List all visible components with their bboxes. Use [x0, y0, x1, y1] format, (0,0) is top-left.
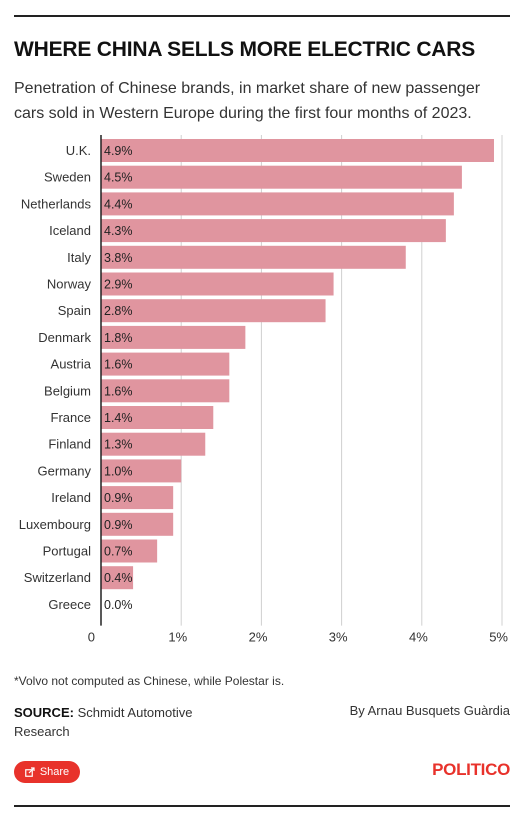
- bar-switzerland: [101, 566, 134, 590]
- value-label: 2.9%: [104, 278, 133, 292]
- bar-luxembourg: [101, 512, 174, 536]
- value-label: 0.9%: [104, 491, 133, 505]
- category-label: Germany: [38, 463, 92, 478]
- category-label: Austria: [51, 357, 92, 372]
- bar-netherlands: [101, 192, 454, 216]
- category-label: Greece: [48, 597, 91, 612]
- bar-spain: [101, 299, 326, 323]
- value-label: 4.4%: [104, 197, 133, 211]
- x-tick-label: 5%: [489, 630, 508, 645]
- bar-ireland: [101, 486, 174, 510]
- bar-belgium: [101, 379, 230, 403]
- value-label: 1.6%: [104, 358, 133, 372]
- bar-iceland: [101, 219, 446, 243]
- axes: 0 1% 2% 3% 4% 5%: [88, 135, 508, 645]
- value-label: 1.6%: [104, 384, 133, 398]
- bar-finland: [101, 432, 206, 456]
- value-label: 0.7%: [104, 545, 133, 559]
- value-label: 0.9%: [104, 518, 133, 532]
- x-tick-label: 0: [88, 630, 95, 645]
- source-text: Schmidt Automotive Research: [14, 705, 193, 739]
- category-label: U.K.: [66, 143, 91, 158]
- top-rule: [14, 15, 510, 17]
- category-label: Luxembourg: [19, 517, 91, 532]
- bar-austria: [101, 352, 230, 376]
- share-icon: [24, 767, 35, 777]
- category-label: Finland: [48, 437, 91, 452]
- grid-lines: [180, 135, 503, 626]
- value-label: 1.4%: [104, 411, 133, 425]
- value-label: 4.5%: [104, 171, 133, 185]
- category-label: Iceland: [49, 223, 91, 238]
- category-label: Netherlands: [21, 196, 92, 211]
- politico-logo[interactable]: POLITICO: [432, 760, 510, 779]
- byline: By Arnau Busquets Guàrdia: [349, 703, 510, 718]
- category-label: Sweden: [44, 170, 91, 185]
- category-label: Spain: [58, 303, 91, 318]
- category-label: Switzerland: [24, 570, 91, 585]
- category-label: Norway: [47, 277, 92, 292]
- bar-germany: [101, 459, 182, 483]
- source-label: SOURCE:: [14, 705, 74, 720]
- category-label: Belgium: [44, 383, 91, 398]
- value-label: 4.9%: [104, 144, 133, 158]
- x-tick-label: 3%: [329, 630, 348, 645]
- value-label: 0.0%: [104, 598, 133, 612]
- footnote: *Volvo not computed as Chinese, while Po…: [14, 674, 285, 688]
- category-label: Denmark: [38, 330, 91, 345]
- value-label: 4.3%: [104, 224, 133, 238]
- value-label: 1.0%: [104, 464, 133, 478]
- category-label: France: [51, 410, 91, 425]
- bar-denmark: [101, 325, 246, 349]
- x-tick-label: 2%: [249, 630, 268, 645]
- share-label: Share: [39, 766, 70, 778]
- chart-title: WHERE CHINA SELLS MORE ELECTRIC CARS: [14, 38, 476, 61]
- labels: U.K. 4.9% Sweden 4.5% Netherlands 4.4% Iceland…: [19, 143, 133, 612]
- value-label: 0.4%: [104, 571, 133, 585]
- bar-chart: U.K. 4.9% Sweden 4.5% Netherlands 4.4% Iceland…: [19, 135, 508, 645]
- category-label: Ireland: [51, 490, 91, 505]
- value-label: 3.8%: [104, 251, 133, 265]
- bar-norway: [101, 272, 334, 296]
- category-label: Italy: [67, 250, 91, 265]
- share-button[interactable]: Share: [14, 761, 80, 783]
- bars: [101, 139, 494, 590]
- bar-france: [101, 406, 214, 429]
- source: SOURCE: Schmidt Automotive Research: [14, 703, 234, 741]
- bar-u-k: [101, 139, 494, 162]
- x-tick-label: 4%: [409, 630, 428, 645]
- bar-italy: [101, 245, 406, 269]
- bar-sweden: [101, 165, 462, 189]
- category-label: Portugal: [43, 544, 92, 559]
- x-tick-label: 1%: [168, 630, 187, 645]
- value-label: 2.8%: [104, 304, 133, 318]
- bar-portugal: [101, 539, 158, 563]
- chart-subtitle: Penetration of Chinese brands, in market…: [14, 80, 481, 122]
- value-label: 1.8%: [104, 331, 133, 345]
- value-label: 1.3%: [104, 438, 133, 452]
- bottom-rule: [14, 805, 510, 807]
